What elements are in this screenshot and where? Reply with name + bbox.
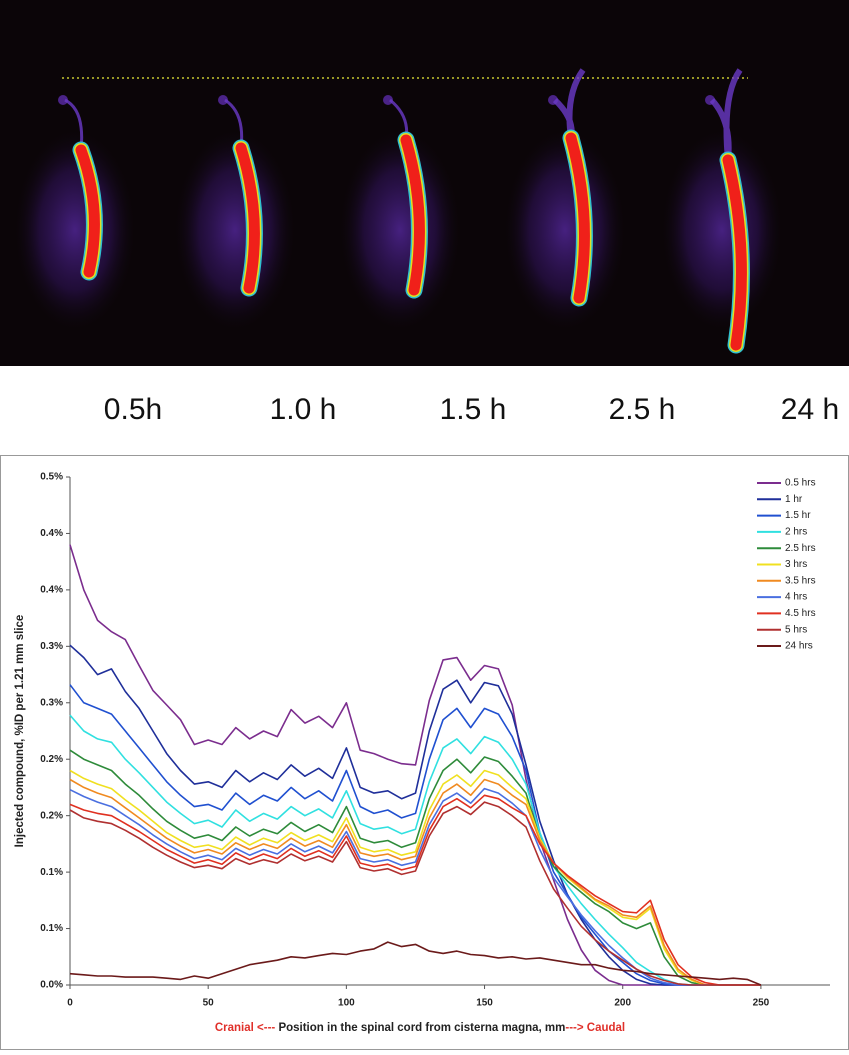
legend-label: 3 hrs bbox=[785, 559, 807, 570]
x-tick-label: 50 bbox=[203, 998, 215, 1009]
y-tick-label: 0.4% bbox=[40, 528, 63, 539]
signal-core bbox=[75, 144, 100, 278]
y-tick-label: 0.3% bbox=[40, 697, 63, 708]
signal-core bbox=[565, 132, 590, 304]
y-axis-title: Injected compound, %ID per 1.21 mm slice bbox=[14, 615, 26, 848]
panel-label: 24 h bbox=[781, 393, 839, 426]
scan-images bbox=[15, 68, 782, 354]
legend-label: 2.5 hrs bbox=[785, 543, 816, 554]
legend-label: 0.5 hrs bbox=[785, 478, 816, 489]
y-tick-label: 0.5% bbox=[40, 472, 63, 483]
x-axis-title-left: Cranial <--- bbox=[215, 1022, 276, 1034]
x-tick-label: 250 bbox=[753, 998, 770, 1009]
series-line bbox=[69, 749, 761, 986]
series-line bbox=[69, 941, 762, 986]
panel-label: 1.0 h bbox=[270, 393, 337, 426]
signal-core bbox=[400, 134, 425, 296]
spot bbox=[218, 95, 228, 105]
haze bbox=[505, 130, 625, 330]
series-line bbox=[69, 644, 761, 986]
legend-label: 1 hr bbox=[785, 494, 803, 505]
legend-label: 4 hrs bbox=[785, 592, 807, 603]
x-tick-label: 150 bbox=[476, 998, 493, 1009]
panel-label: 2.5 h bbox=[609, 393, 676, 426]
haze bbox=[175, 130, 295, 330]
panel-label: 0.5h bbox=[104, 393, 162, 426]
series-line bbox=[69, 714, 761, 986]
legend-label: 2 hrs bbox=[785, 527, 807, 538]
spot bbox=[383, 95, 393, 105]
x-tick-label: 0 bbox=[67, 998, 73, 1009]
x-axis-title-middle: Position in the spinal cord from cistern… bbox=[275, 1022, 565, 1034]
legend-label: 24 hrs bbox=[785, 641, 813, 652]
x-tick-label: 200 bbox=[614, 998, 631, 1009]
series-line bbox=[69, 787, 761, 986]
y-tick-label: 0.1% bbox=[40, 923, 63, 934]
series-line bbox=[69, 544, 761, 986]
legend-label: 5 hrs bbox=[785, 624, 807, 635]
series-line bbox=[69, 778, 761, 986]
y-tick-label: 0.2% bbox=[40, 754, 63, 765]
y-tick-label: 0.2% bbox=[40, 810, 63, 821]
haze bbox=[662, 130, 782, 330]
signal-core bbox=[235, 142, 260, 294]
spot bbox=[58, 95, 68, 105]
legend-label: 3.5 hrs bbox=[785, 575, 816, 586]
x-tick-label: 100 bbox=[338, 998, 355, 1009]
y-tick-label: 0.1% bbox=[40, 867, 63, 878]
x-axis-title-right: ---> Caudal bbox=[565, 1022, 625, 1034]
haze bbox=[340, 130, 460, 330]
legend-label: 1.5 hr bbox=[785, 510, 811, 521]
signal-core bbox=[722, 154, 747, 351]
legend-label: 4.5 hrs bbox=[785, 608, 816, 619]
y-tick-label: 0.0% bbox=[40, 980, 63, 991]
x-axis-title: Cranial <--- Position in the spinal cord… bbox=[215, 1022, 625, 1034]
haze bbox=[15, 130, 135, 330]
y-tick-label: 0.3% bbox=[40, 641, 63, 652]
panel-label: 1.5 h bbox=[440, 393, 507, 426]
series-line bbox=[69, 684, 761, 986]
series-line bbox=[69, 769, 761, 986]
series-line bbox=[69, 794, 761, 986]
y-tick-label: 0.4% bbox=[40, 585, 63, 596]
